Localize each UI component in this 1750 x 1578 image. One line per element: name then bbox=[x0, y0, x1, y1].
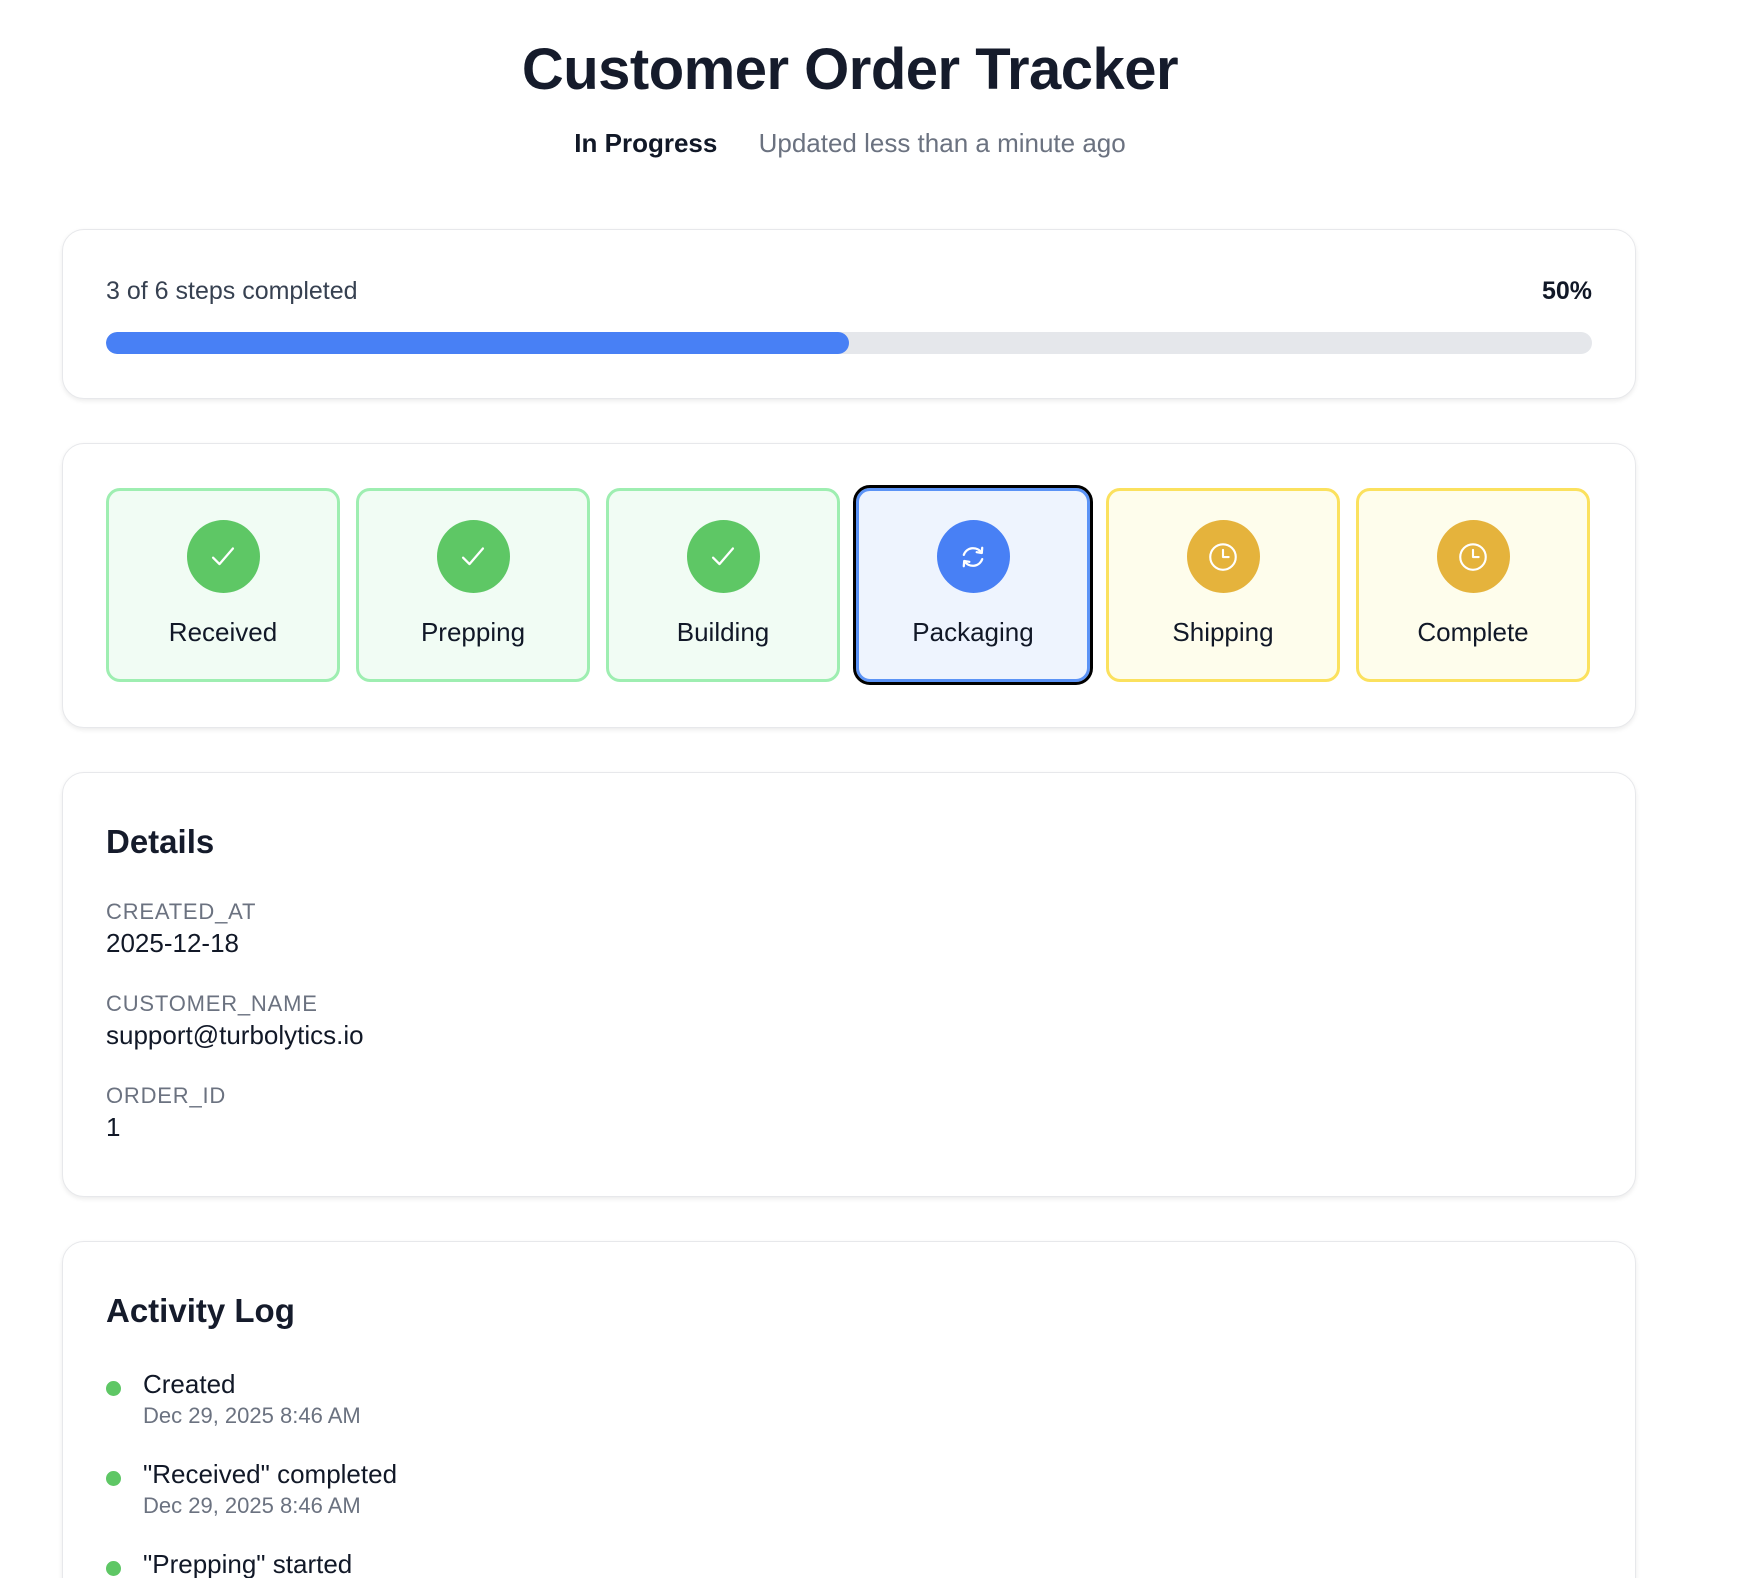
activity-log-title: Activity Log bbox=[106, 1292, 295, 1329]
detail-order-id: ORDER_ID 1 bbox=[106, 1082, 364, 1144]
detail-value: 2025-12-18 bbox=[106, 928, 239, 958]
check-icon bbox=[436, 520, 510, 593]
activity-log-card: Activity Log Created Dec 29, 2025 8:46 A… bbox=[62, 1241, 1636, 1578]
detail-created-at: CREATED_AT 2025-12-18 bbox=[106, 898, 364, 960]
steps-row: Received Prepping Building bbox=[106, 485, 1590, 685]
detail-value: support@turbolytics.io bbox=[106, 1020, 364, 1050]
details-card: Details CREATED_AT 2025-12-18 CUSTOMER_N… bbox=[62, 772, 1636, 1197]
clock-icon bbox=[1186, 520, 1260, 593]
progress-card: 3 of 6 steps completed 50% bbox=[62, 229, 1636, 399]
status-dot-icon bbox=[106, 1471, 121, 1486]
page-title: Customer Order Tracker bbox=[521, 37, 1179, 102]
progress-label: 3 of 6 steps completed bbox=[106, 277, 358, 305]
status-line: In Progress Updated less than a minute a… bbox=[0, 128, 1700, 159]
step-prepping[interactable]: Prepping bbox=[356, 488, 590, 682]
log-time: Dec 29, 2025 8:46 AM bbox=[143, 1403, 361, 1428]
detail-key: CREATED_AT bbox=[106, 899, 257, 924]
step-label: Shipping bbox=[1172, 617, 1274, 647]
activity-list: Created Dec 29, 2025 8:46 AM "Received" … bbox=[106, 1367, 397, 1578]
log-time: Dec 29, 2025 8:46 AM bbox=[143, 1493, 361, 1518]
step-label: Building bbox=[676, 617, 770, 647]
status-dot-icon bbox=[106, 1381, 121, 1396]
updated-timestamp: Updated less than a minute ago bbox=[758, 128, 1126, 158]
log-text: "Prepping" started bbox=[143, 1549, 353, 1578]
detail-key: CUSTOMER_NAME bbox=[106, 991, 318, 1016]
steps-card: Received Prepping Building bbox=[62, 443, 1636, 728]
check-icon bbox=[186, 520, 260, 593]
detail-value: 1 bbox=[106, 1112, 121, 1142]
progress-bar bbox=[106, 332, 1592, 354]
step-label: Received bbox=[168, 617, 278, 647]
progress-bar-fill bbox=[106, 332, 849, 354]
detail-key: ORDER_ID bbox=[106, 1083, 227, 1108]
check-icon bbox=[686, 520, 760, 593]
details-title: Details bbox=[106, 823, 215, 860]
step-shipping[interactable]: Shipping bbox=[1106, 488, 1340, 682]
list-item: Created Dec 29, 2025 8:46 AM bbox=[106, 1367, 397, 1431]
step-received[interactable]: Received bbox=[106, 488, 340, 682]
progress-percent: 50% bbox=[1541, 277, 1592, 305]
clock-icon bbox=[1436, 520, 1510, 593]
step-label: Prepping bbox=[420, 617, 526, 647]
detail-customer-name: CUSTOMER_NAME support@turbolytics.io bbox=[106, 990, 364, 1052]
status-badge: In Progress bbox=[574, 128, 718, 158]
list-item: "Received" completed Dec 29, 2025 8:46 A… bbox=[106, 1457, 397, 1521]
step-complete[interactable]: Complete bbox=[1356, 488, 1590, 682]
step-packaging[interactable]: Packaging bbox=[853, 485, 1093, 685]
log-text: "Received" completed bbox=[143, 1459, 398, 1489]
details-list: CREATED_AT 2025-12-18 CUSTOMER_NAME supp… bbox=[106, 898, 364, 1174]
step-label: Packaging bbox=[912, 617, 1034, 647]
refresh-icon bbox=[936, 520, 1010, 593]
step-building[interactable]: Building bbox=[606, 488, 840, 682]
step-label: Complete bbox=[1417, 617, 1529, 647]
list-item: "Prepping" started bbox=[106, 1547, 397, 1578]
status-dot-icon bbox=[106, 1561, 121, 1576]
log-text: Created bbox=[143, 1369, 236, 1399]
